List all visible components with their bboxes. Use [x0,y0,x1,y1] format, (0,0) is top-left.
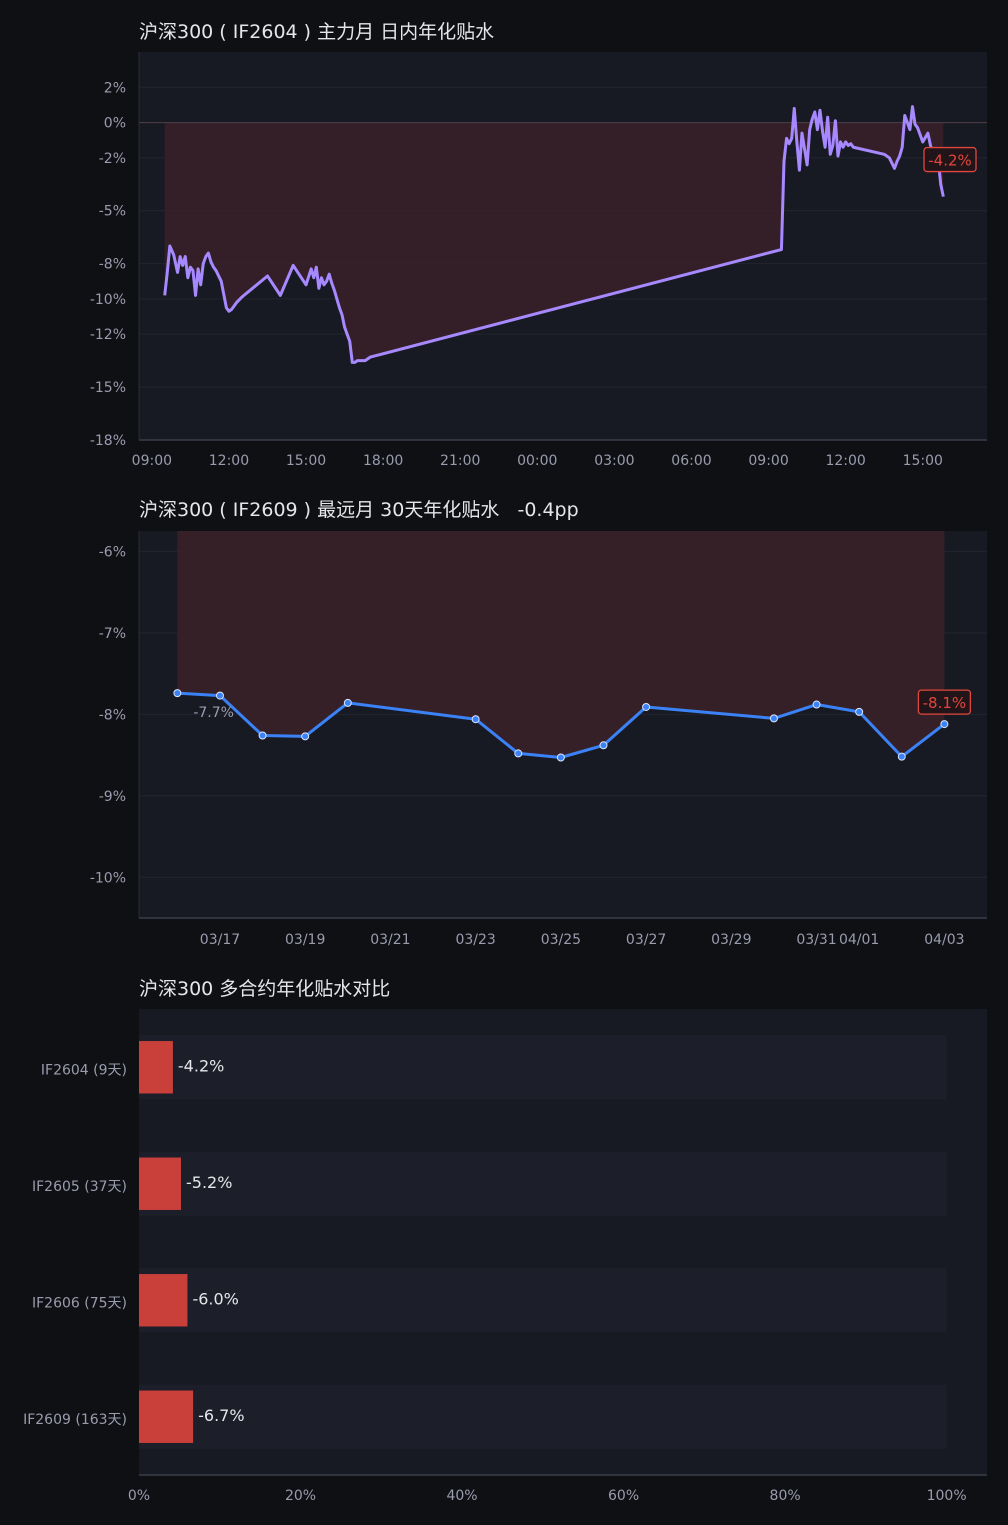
far-month-data-point [343,698,352,707]
far-month-data-point [514,749,523,758]
intraday-chart-title: 沪深300 ( IF2604 ) 主力月 日内年化贴水 [139,21,495,43]
intraday-x-tick-label: 09:00 [132,453,172,469]
intraday-x-tick-label: 12:00 [209,453,249,469]
far-month-x-tick-label: 03/19 [285,932,325,948]
far-month-data-point [173,689,182,698]
far-month-data-point [940,720,949,729]
contracts-x-tick-label: 80% [770,1488,801,1504]
far-month-x-tick-label: 03/25 [541,932,581,948]
far-month-discount-area [177,531,945,758]
far-month-last-value-label: -8.1% [923,694,967,712]
contracts-bar-value-label: -6.7% [198,1406,244,1425]
contracts-category-label: IF2606 (75天) [32,1295,127,1311]
intraday-y-tick-label: -15% [90,380,126,396]
contracts-bar [139,1157,181,1210]
intraday-y-tick-label: -10% [90,292,126,308]
far-month-x-tick-label: 03/17 [200,932,240,948]
far-month-x-tick-label: 03/27 [626,932,666,948]
contracts-x-tick-label: 40% [446,1488,477,1504]
contracts-row-band [139,1268,947,1333]
far-month-x-tick-label: 03/29 [711,932,751,948]
intraday-x-tick-label: 12:00 [825,453,865,469]
far-month-data-point [258,731,267,740]
contracts-x-tick-label: 0% [128,1488,150,1504]
intraday-x-tick-label: 21:00 [440,453,480,469]
far-month-x-tick-label: 03/21 [370,932,410,948]
far-month-x-tick-label: 04/01 [839,932,879,948]
far-month-data-point [556,753,565,762]
contracts-bar-value-label: -6.0% [192,1289,238,1308]
far-month-data-point [897,752,906,761]
intraday-x-tick-label: 06:00 [671,453,711,469]
contracts-row-band [139,1035,947,1100]
intraday-x-tick-label: 15:00 [903,453,943,469]
intraday-last-value-label: -4.2% [928,152,972,170]
intraday-y-tick-label: 0% [104,116,126,132]
far-month-x-tick-label: 03/23 [455,932,495,948]
contracts-bar [139,1274,188,1327]
contracts-chart-title: 沪深300 多合约年化贴水对比 [139,978,391,1000]
intraday-y-tick-label: 2% [104,80,126,96]
intraday-y-tick-label: -12% [90,327,126,343]
contracts-category-label: IF2604 (9天) [41,1062,127,1078]
far-month-data-point [812,700,821,709]
far-month-data-point [471,715,480,724]
far-month-y-tick-label: -9% [99,789,126,805]
intraday-y-tick-label: -2% [99,151,126,167]
far-month-chart-title: 沪深300 ( IF2609 ) 最远月 30天年化贴水 -0.4pp [139,495,579,522]
contracts-row-band [139,1384,947,1449]
far-month-first-value-label: -7.7% [193,705,234,721]
contracts-category-label: IF2609 (163天) [23,1412,127,1428]
intraday-x-tick-label: 03:00 [594,453,634,469]
contracts-category-label: IF2605 (37天) [32,1179,127,1195]
far-month-data-point [769,714,778,723]
far-month-y-tick-label: -8% [99,707,126,723]
contracts-row-band [139,1151,947,1216]
contracts-bar [139,1041,173,1094]
intraday-y-tick-label: -5% [99,204,126,220]
intraday-discount-area [164,106,944,363]
far-month-x-tick-label: 03/31 [796,932,836,948]
far-month-data-point [642,702,651,711]
intraday-series-line [163,105,945,364]
contracts-x-tick-label: 20% [285,1488,316,1504]
far-month-y-tick-label: -7% [99,626,126,642]
contracts-bar-value-label: -4.2% [178,1056,224,1075]
intraday-last-value-badge [923,146,977,173]
contracts-bar-value-label: -5.2% [186,1173,232,1192]
intraday-x-tick-label: 09:00 [748,453,788,469]
contracts-bar [139,1390,194,1443]
contracts-x-tick-label: 60% [608,1488,639,1504]
far-month-last-value-badge [917,689,972,715]
far-month-title-text: 沪深300 ( IF2609 ) 最远月 30天年化贴水 [139,499,500,521]
contracts-x-tick-label: 100% [927,1488,967,1504]
far-month-x-tick-label: 04/03 [924,932,964,948]
far-month-data-point [301,732,310,741]
far-month-title-change: -0.4pp [517,499,579,521]
far-month-data-point [855,707,864,716]
intraday-x-tick-label: 18:00 [363,453,403,469]
intraday-y-tick-label: -8% [99,257,126,273]
far-month-y-tick-label: -6% [99,544,126,560]
intraday-y-tick-label: -18% [90,433,126,449]
intraday-x-tick-label: 00:00 [517,453,557,469]
far-month-data-point [599,741,608,750]
far-month-y-tick-label: -10% [90,870,126,886]
intraday-x-tick-label: 15:00 [286,453,326,469]
far-month-data-point [215,691,224,700]
